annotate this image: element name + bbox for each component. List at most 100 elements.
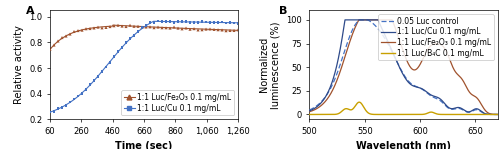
Point [206, 21, 214, 24]
Point [150, 27, 158, 29]
Point [194, 29, 202, 31]
Point [218, 29, 226, 31]
Point [170, 26, 178, 28]
Point [222, 22, 230, 24]
Point [62, 104, 70, 106]
Point [134, 25, 142, 28]
Point [158, 27, 166, 29]
Point [82, 88, 90, 90]
Point [230, 22, 238, 24]
Point [182, 20, 190, 22]
Point [90, 27, 98, 29]
Point [166, 27, 174, 29]
Point [130, 34, 138, 37]
Point [190, 21, 198, 24]
Point [134, 30, 142, 33]
Point [106, 25, 114, 28]
Point [74, 95, 82, 97]
Point [178, 20, 186, 23]
Point [154, 20, 162, 22]
Point [190, 27, 198, 30]
Point [162, 21, 170, 23]
Point [226, 29, 234, 32]
Point [82, 28, 90, 30]
Point [102, 66, 110, 68]
Point [114, 50, 122, 52]
Legend: 0.05 Luc control, 1:1 Luc/Cu 0.1 mg/mL, 1:1 Luc/Fe₂O₃ 0.1 mg/mL, 1:1 Luc/B₄C 0.1: 0.05 Luc control, 1:1 Luc/Cu 0.1 mg/mL, … [378, 14, 494, 60]
Point [110, 55, 118, 58]
Point [182, 27, 190, 29]
Point [70, 30, 78, 33]
Point [202, 21, 210, 23]
Legend: 1:1 Luc/Fe₂O₃ 0.1 mg/mL, 1:1 Luc/Cu 0.1 mg/mL: 1:1 Luc/Fe₂O₃ 0.1 mg/mL, 1:1 Luc/Cu 0.1 … [121, 90, 234, 115]
Point [218, 21, 226, 23]
X-axis label: Time (sec): Time (sec) [116, 141, 172, 149]
Point [206, 28, 214, 30]
Point [110, 25, 118, 27]
Point [174, 21, 182, 23]
Point [214, 21, 222, 24]
Point [174, 27, 182, 29]
X-axis label: Wavelength (nm): Wavelength (nm) [356, 141, 451, 149]
Point [122, 41, 130, 44]
Point [86, 84, 94, 86]
Point [46, 111, 54, 113]
Point [226, 22, 234, 24]
Point [102, 26, 110, 29]
Point [78, 92, 86, 95]
Point [166, 20, 174, 23]
Point [162, 27, 170, 29]
Point [46, 48, 54, 50]
Point [58, 36, 66, 39]
Point [142, 26, 150, 28]
Point [118, 25, 126, 27]
Point [234, 22, 242, 25]
Point [78, 29, 86, 31]
Y-axis label: Normalized
luminescence (%): Normalized luminescence (%) [259, 21, 280, 109]
Point [122, 25, 130, 28]
Point [106, 61, 114, 63]
Point [186, 28, 194, 30]
Point [198, 29, 206, 31]
Text: B: B [280, 6, 288, 16]
Point [234, 29, 242, 31]
Point [114, 24, 122, 26]
Point [54, 108, 62, 110]
Point [90, 79, 98, 81]
Point [50, 110, 58, 113]
Point [94, 26, 102, 28]
Point [154, 26, 162, 28]
Point [86, 27, 94, 30]
Point [50, 44, 58, 46]
Point [194, 21, 202, 24]
Point [202, 28, 210, 30]
Point [98, 70, 106, 73]
Point [178, 28, 186, 30]
Point [66, 101, 74, 103]
Y-axis label: Relative activity: Relative activity [14, 25, 24, 104]
Point [74, 29, 82, 32]
Point [142, 25, 150, 27]
Point [146, 21, 154, 24]
Text: A: A [26, 6, 34, 16]
Point [54, 40, 62, 42]
Point [138, 27, 146, 29]
Point [70, 98, 78, 100]
Point [118, 46, 126, 49]
Point [62, 35, 70, 37]
Point [146, 26, 154, 28]
Point [130, 25, 138, 27]
Point [98, 27, 106, 29]
Point [138, 26, 146, 28]
Point [66, 33, 74, 35]
Point [198, 21, 206, 23]
Point [170, 21, 178, 24]
Point [126, 38, 134, 40]
Point [94, 75, 102, 77]
Point [214, 28, 222, 31]
Point [186, 21, 194, 23]
Point [150, 21, 158, 24]
Point [210, 21, 218, 23]
Point [222, 30, 230, 32]
Point [126, 24, 134, 26]
